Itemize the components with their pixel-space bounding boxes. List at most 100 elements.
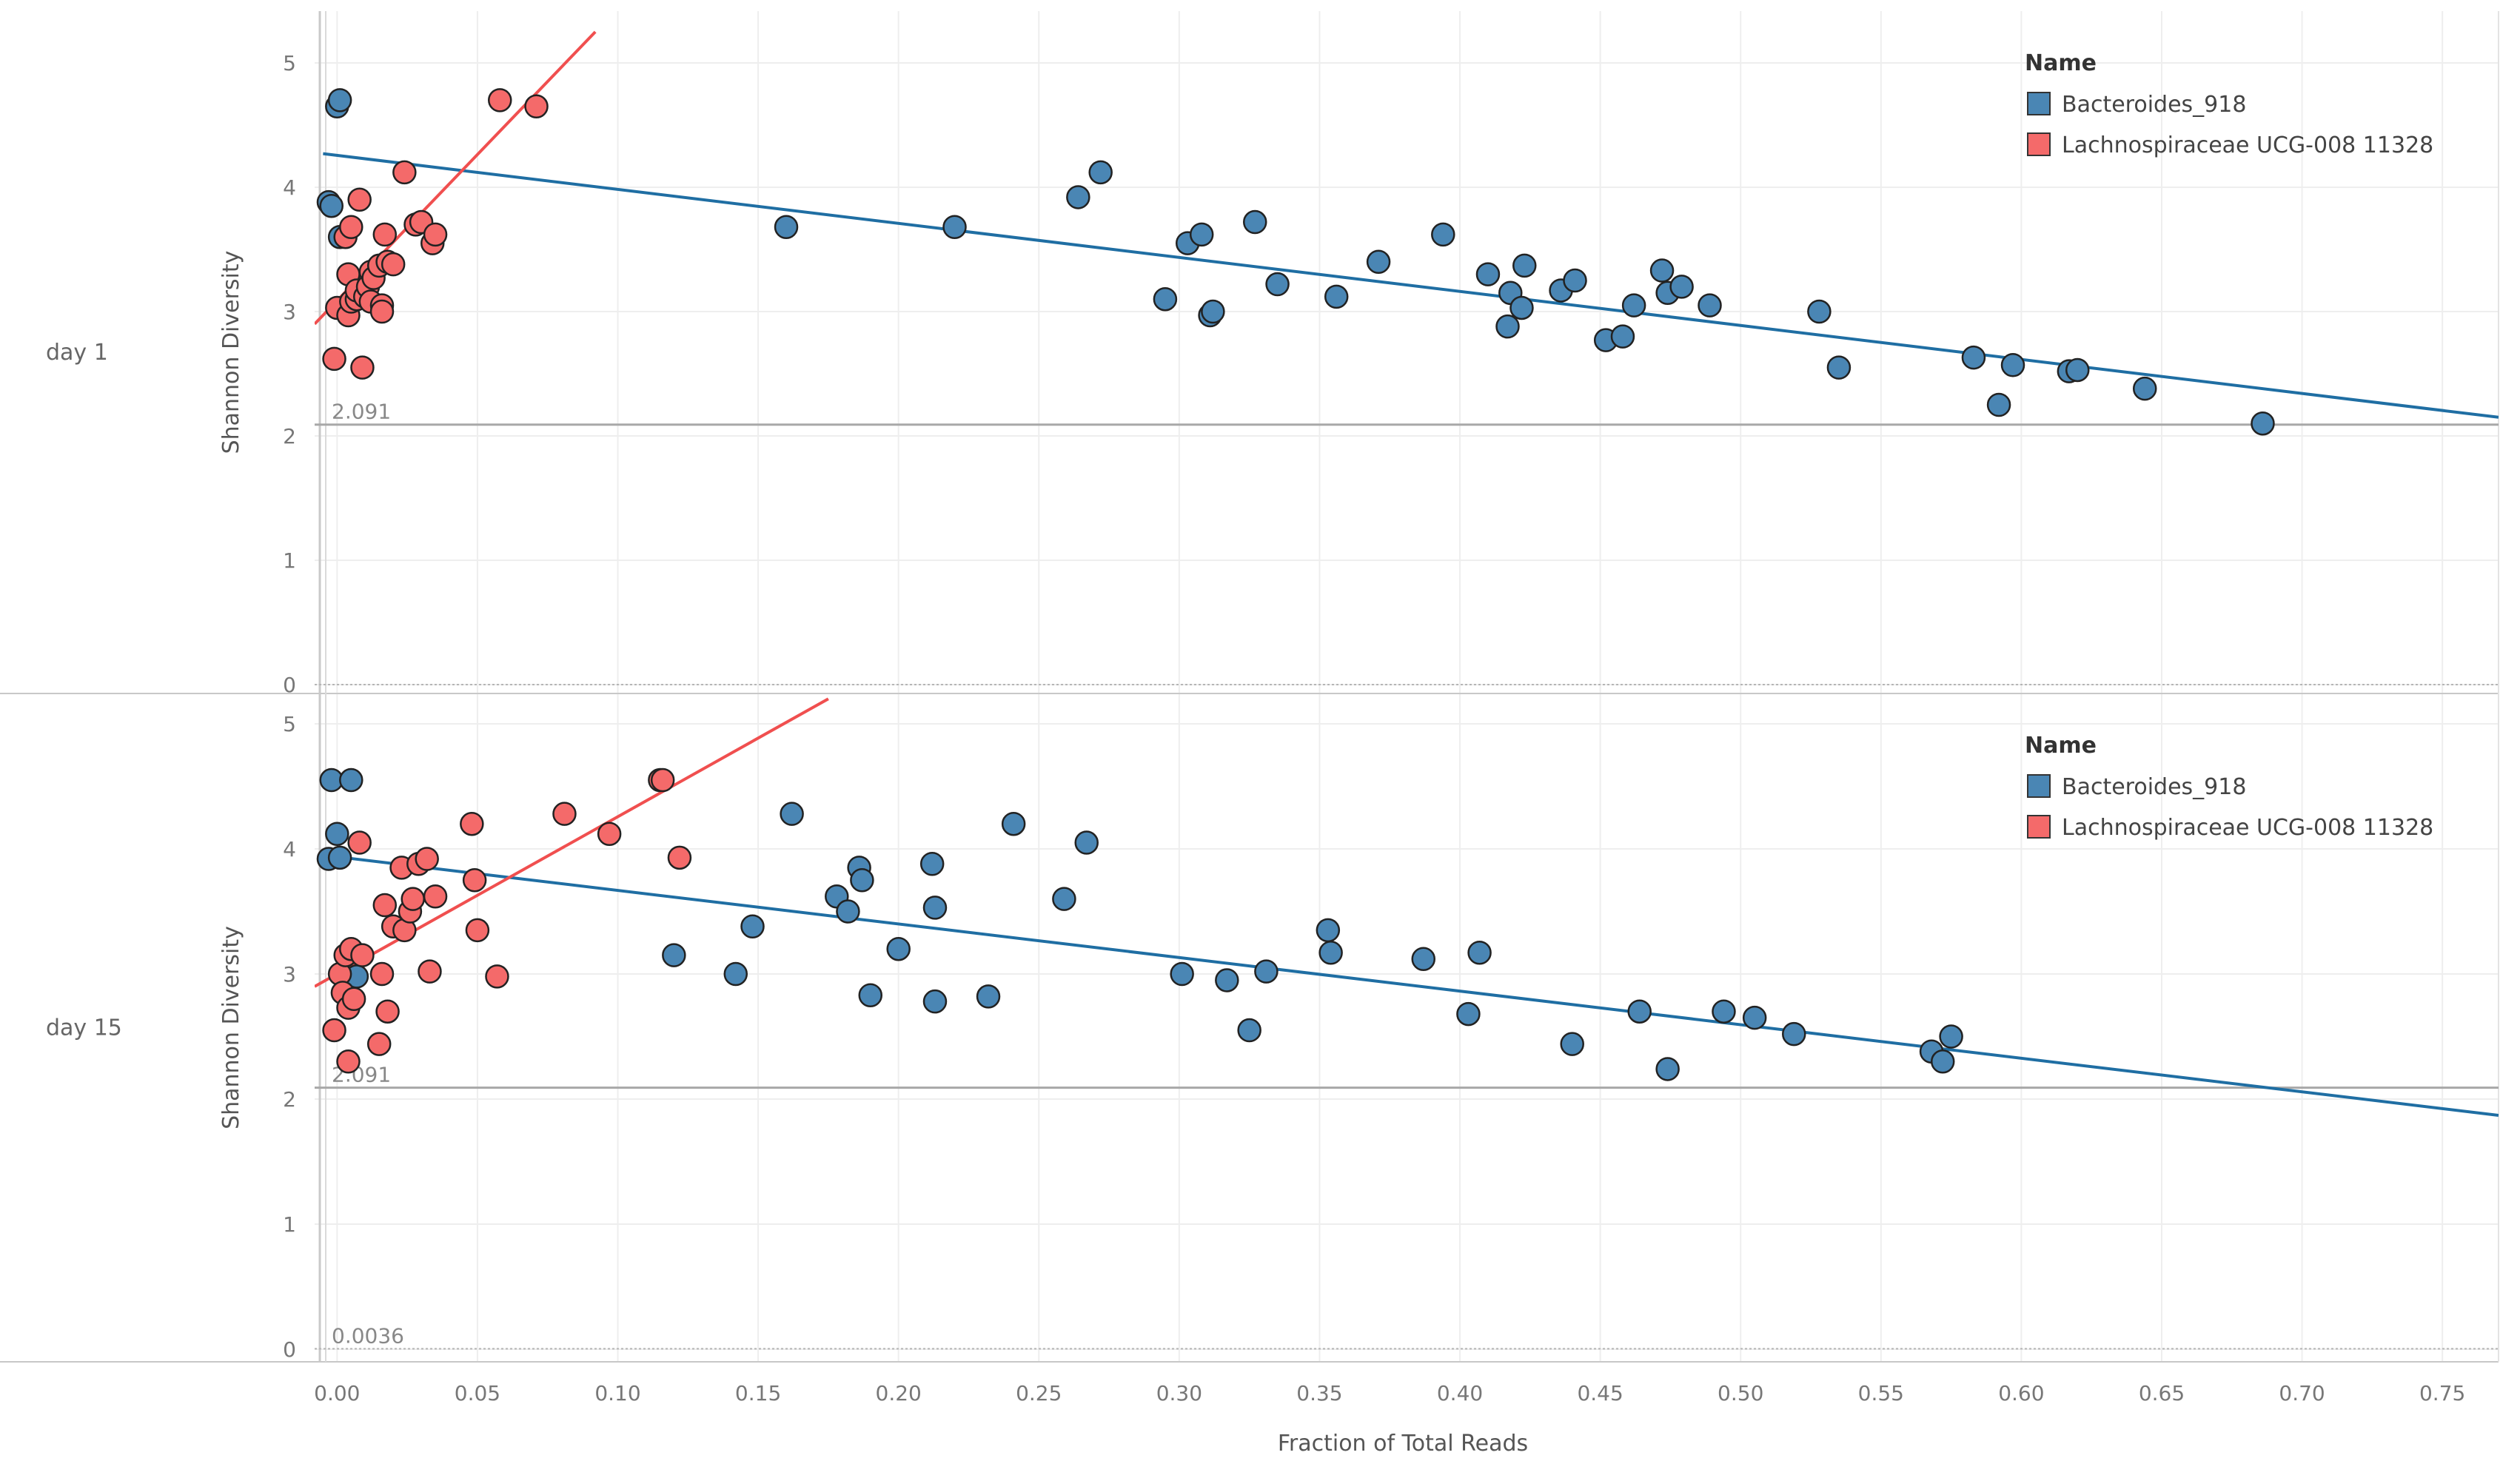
data-point-bacteroides-918 <box>2132 376 2157 401</box>
data-point-bacteroides-918 <box>1475 262 1501 286</box>
legend-swatch-lachnospiraceae-ucg-008-11328 <box>2027 132 2051 156</box>
y-tick-label: 2 <box>283 424 296 449</box>
data-point-bacteroides-918 <box>1265 272 1290 297</box>
data-point-bacteroides-918 <box>327 845 352 870</box>
data-point-lachnospiraceae-ucg-008-11328 <box>347 187 372 212</box>
data-point-bacteroides-918 <box>1807 299 1832 324</box>
data-point-bacteroides-918 <box>1742 1005 1767 1030</box>
data-point-lachnospiraceae-ucg-008-11328 <box>381 252 406 277</box>
data-point-bacteroides-918 <box>774 215 799 240</box>
legend-label-bacteroides-918: Bacteroides_918 <box>2062 774 2246 800</box>
data-point-bacteroides-918 <box>319 193 344 218</box>
data-point-lachnospiraceae-ucg-008-11328 <box>524 94 549 119</box>
data-point-lachnospiraceae-ucg-008-11328 <box>375 999 400 1024</box>
x-tick-label: 0.50 <box>1718 1381 1763 1405</box>
data-point-bacteroides-918 <box>976 984 1001 1009</box>
data-point-bacteroides-918 <box>1509 295 1534 320</box>
y-tick-label: 1 <box>283 548 296 573</box>
data-point-bacteroides-918 <box>740 914 765 939</box>
data-point-bacteroides-918 <box>1669 275 1694 299</box>
data-point-bacteroides-918 <box>1201 299 1225 324</box>
data-point-lachnospiraceae-ucg-008-11328 <box>350 355 375 380</box>
data-point-lachnospiraceae-ucg-008-11328 <box>341 987 366 1012</box>
data-point-lachnospiraceae-ucg-008-11328 <box>366 1032 392 1056</box>
data-point-lachnospiraceae-ucg-008-11328 <box>418 959 442 984</box>
legend-label-bacteroides-918: Bacteroides_918 <box>2062 92 2246 118</box>
axis-labels: 0.00 0.05 0.10 0.15 0.20 0.25 0.30 0.35 0.40 0.45… <box>46 51 2465 1405</box>
data-point-bacteroides-918 <box>922 896 948 920</box>
data-point-bacteroides-918 <box>1610 324 1635 349</box>
data-point-bacteroides-918 <box>1512 253 1537 278</box>
data-point-bacteroides-918 <box>886 936 911 961</box>
reference-line-label: 2.091 <box>332 400 391 424</box>
data-point-lachnospiraceae-ucg-008-11328 <box>322 1018 346 1043</box>
data-point-bacteroides-918 <box>662 943 686 967</box>
data-point-bacteroides-918 <box>942 215 967 240</box>
legend-title: Name <box>2025 50 2097 76</box>
data-point-lachnospiraceae-ucg-008-11328 <box>369 299 395 324</box>
data-point-bacteroides-918 <box>1066 185 1090 209</box>
data-point-lachnospiraceae-ucg-008-11328 <box>415 847 439 871</box>
data-point-bacteroides-918 <box>1698 293 1722 318</box>
legend-swatch-bacteroides-918 <box>2027 774 2051 798</box>
data-point-lachnospiraceae-ucg-008-11328 <box>401 887 425 911</box>
y-tick-label: 2 <box>283 1087 296 1112</box>
x-tick-label: 0.15 <box>735 1381 781 1405</box>
trend-line-bacteroides-918 <box>323 152 2499 419</box>
panel-label-day-15: day 15 <box>46 1015 122 1041</box>
data-point-bacteroides-918 <box>1242 209 1267 235</box>
data-point-bacteroides-918 <box>1712 999 1736 1024</box>
legend-title: Name <box>2025 733 2097 759</box>
data-point-bacteroides-918 <box>1467 941 1492 965</box>
data-point-bacteroides-918 <box>1930 1049 1955 1074</box>
data-point-bacteroides-918 <box>919 852 945 876</box>
y-tick-label: 3 <box>283 300 296 324</box>
x-axis-title: Fraction of Total Reads <box>1278 1431 1528 1457</box>
data-point-bacteroides-918 <box>922 989 948 1014</box>
data-point-lachnospiraceae-ucg-008-11328 <box>485 964 509 989</box>
data-point-bacteroides-918 <box>1456 1001 1481 1027</box>
data-point-lachnospiraceae-ucg-008-11328 <box>339 215 363 240</box>
data-point-bacteroides-918 <box>2065 357 2090 383</box>
data-point-bacteroides-918 <box>1237 1018 1261 1043</box>
data-point-lachnospiraceae-ucg-008-11328 <box>322 346 346 372</box>
data-point-lachnospiraceae-ucg-008-11328 <box>392 160 417 185</box>
data-point-bacteroides-918 <box>1001 811 1026 836</box>
x-tick-label: 0.00 <box>314 1381 360 1405</box>
data-point-bacteroides-918 <box>1495 314 1520 339</box>
data-point-lachnospiraceae-ucg-008-11328 <box>369 961 395 987</box>
data-point-bacteroides-918 <box>2000 352 2025 377</box>
data-point-bacteroides-918 <box>780 802 804 826</box>
data-point-bacteroides-918 <box>1153 286 1178 312</box>
y-tick-label: 0 <box>283 673 296 697</box>
data-point-lachnospiraceae-ucg-008-11328 <box>347 830 372 855</box>
x-tick-label: 0.45 <box>1577 1381 1623 1405</box>
x-tick-label: 0.65 <box>2139 1381 2185 1405</box>
panel-label-day-1: day 1 <box>46 340 108 366</box>
y-axis-title: Shannon Diversity <box>218 251 244 454</box>
legend-swatch-lachnospiraceae-ucg-008-11328 <box>2027 815 2051 839</box>
data-point-bacteroides-918 <box>858 983 883 1007</box>
data-points <box>316 88 2275 1081</box>
data-point-lachnospiraceae-ucg-008-11328 <box>552 802 577 826</box>
y-axis-title: Shannon Diversity <box>218 926 244 1129</box>
data-point-lachnospiraceae-ucg-008-11328 <box>462 868 487 893</box>
data-point-lachnospiraceae-ucg-008-11328 <box>423 884 448 909</box>
trend-line-bacteroides-918 <box>323 853 2499 1117</box>
data-point-bacteroides-918 <box>2251 411 2275 436</box>
x-tick-label: 0.35 <box>1296 1381 1342 1405</box>
data-point-bacteroides-918 <box>1074 830 1099 855</box>
data-point-bacteroides-918 <box>1215 968 1239 992</box>
data-point-lachnospiraceae-ucg-008-11328 <box>667 845 692 870</box>
data-point-bacteroides-918 <box>723 961 748 987</box>
data-point-bacteroides-918 <box>1655 1057 1680 1081</box>
data-point-bacteroides-918 <box>327 88 352 112</box>
y-tick-label: 5 <box>283 712 296 736</box>
data-point-bacteroides-918 <box>339 767 363 793</box>
data-point-bacteroides-918 <box>1052 887 1076 911</box>
grid-layer <box>315 11 2499 1362</box>
x-tick-label: 0.75 <box>2419 1381 2465 1405</box>
y-tick-label: 5 <box>283 51 296 75</box>
